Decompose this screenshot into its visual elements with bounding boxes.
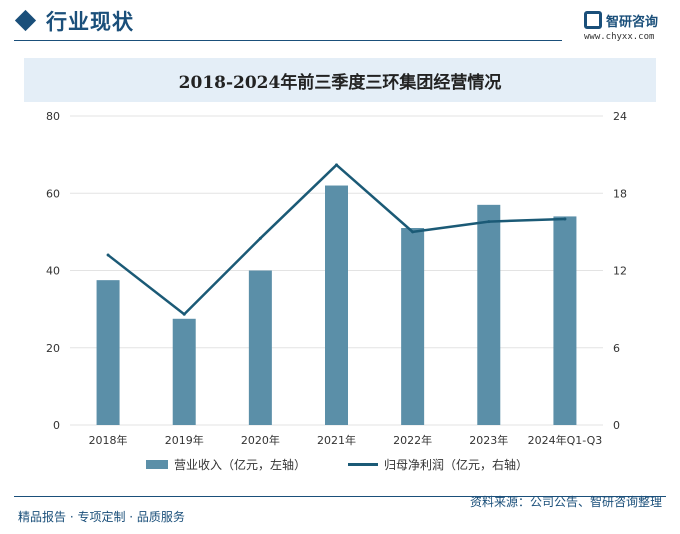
profit-point bbox=[258, 236, 262, 240]
profit-point bbox=[487, 220, 491, 224]
bar bbox=[477, 204, 501, 425]
y-right-tick-label: 12 bbox=[613, 265, 627, 278]
x-tick-label: 2022年 bbox=[393, 433, 432, 447]
footer-slogan: 精品报告 · 专项定制 · 品质服务 bbox=[18, 510, 185, 524]
bar bbox=[553, 216, 577, 425]
bar bbox=[96, 280, 120, 425]
logo: 智研咨询 www.chyxx.com bbox=[584, 10, 676, 44]
bar bbox=[401, 228, 425, 425]
y-right-tick-label: 18 bbox=[613, 187, 627, 200]
x-tick-label: 2018年 bbox=[89, 433, 128, 447]
legend-item-profit: 归母净利润（亿元，右轴） bbox=[348, 456, 528, 473]
profit-point bbox=[411, 230, 415, 234]
legend-label-revenue: 营业收入（亿元，左轴） bbox=[174, 458, 307, 472]
header: 行业现状 智研咨询 www.chyxx.com bbox=[0, 0, 680, 44]
y-left-tick-label: 60 bbox=[46, 187, 60, 200]
legend-bar-swatch bbox=[146, 460, 168, 469]
x-tick-label: 2023年 bbox=[469, 433, 508, 447]
bar bbox=[325, 185, 348, 425]
bar bbox=[172, 318, 196, 425]
y-left-tick-label: 40 bbox=[46, 265, 60, 278]
logo-url: www.chyxx.com bbox=[584, 32, 655, 42]
chart-title-band: 2018-2024年前三季度三环集团经营情况 bbox=[24, 58, 656, 102]
profit-point bbox=[182, 312, 186, 316]
x-tick-label: 2021年 bbox=[317, 433, 356, 447]
section-title: 行业现状 bbox=[46, 10, 134, 34]
header-divider bbox=[14, 40, 562, 41]
x-tick-label: 2020年 bbox=[241, 433, 280, 447]
legend-line-swatch bbox=[348, 463, 378, 466]
y-right-tick-label: 0 bbox=[613, 419, 620, 432]
y-left-tick-label: 20 bbox=[46, 342, 60, 355]
logo-mark-icon bbox=[584, 11, 602, 29]
footer-divider bbox=[14, 496, 666, 497]
bar bbox=[248, 270, 272, 425]
x-tick-label: 2019年 bbox=[165, 433, 204, 447]
profit-point bbox=[106, 253, 110, 257]
footer-source: 资料来源：公司公告、智研咨询整理 bbox=[469, 495, 662, 509]
logo-name: 智研咨询 bbox=[606, 15, 659, 30]
chart-title: 2018-2024年前三季度三环集团经营情况 bbox=[178, 73, 502, 93]
legend-label-profit: 归母净利润（亿元，右轴） bbox=[384, 458, 529, 472]
x-tick-label: 2024年Q1-Q3 bbox=[528, 433, 603, 447]
legend: 营业收入（亿元，左轴） 归母净利润（亿元，右轴） bbox=[0, 456, 680, 476]
y-right-tick-label: 24 bbox=[613, 110, 627, 123]
legend-item-revenue: 营业收入（亿元，左轴） bbox=[146, 456, 306, 473]
y-right-tick-label: 6 bbox=[613, 342, 620, 355]
profit-point bbox=[563, 217, 567, 221]
y-left-tick-label: 80 bbox=[46, 110, 60, 123]
y-left-tick-label: 0 bbox=[53, 419, 60, 432]
profit-point bbox=[335, 163, 338, 167]
